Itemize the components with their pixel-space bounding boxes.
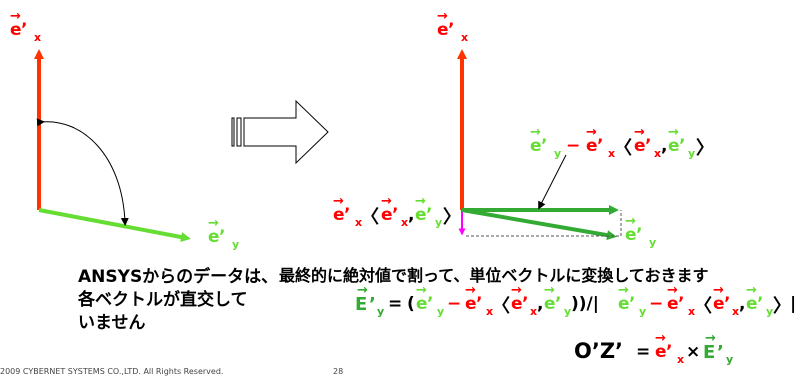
vector-arrow-icon: →: [705, 331, 716, 346]
transform-arrow: [231, 99, 329, 165]
vector-arrow-icon: →: [465, 283, 476, 298]
vector-arrow-icon: →: [668, 125, 679, 140]
vector-arrow-icon: →: [208, 216, 219, 231]
vector-arrow-icon: →: [625, 214, 636, 229]
left-angle-arc: [36, 118, 129, 226]
vector-arrow-icon: →: [618, 283, 629, 298]
left-ey-vector: [38, 208, 191, 242]
page-number: 28: [333, 367, 344, 376]
vector-arrow-icon: →: [357, 283, 368, 298]
vector-arrow-icon: →: [655, 331, 666, 346]
vector-arrow-icon: →: [713, 283, 724, 298]
parallelogram-guide: [466, 210, 622, 237]
vector-arrow-icon: →: [10, 9, 21, 24]
vector-arrow-icon: →: [437, 9, 448, 24]
vector-arrow-icon: →: [544, 283, 555, 298]
right-caption: 最終的に絶対値で割って、単位ベクトルに変換しておきます: [279, 266, 709, 285]
vector-arrow-icon: →: [634, 125, 645, 140]
pointer-line: [538, 154, 567, 210]
left-vector-diagram: [34, 49, 191, 242]
vector-arrow-icon: →: [416, 283, 427, 298]
right-ey-vector: [461, 208, 617, 241]
vector-arrow-icon: →: [511, 283, 522, 298]
copyright-footer: 2009 CYBERNET SYSTEMS CO.,LTD. All Right…: [0, 367, 224, 376]
vector-arrow-icon: →: [381, 194, 392, 209]
vector-arrow-icon: →: [746, 283, 757, 298]
right-vector-diagram: [457, 49, 622, 241]
vector-arrow-icon: →: [333, 194, 344, 209]
vector-arrow-icon: →: [667, 283, 678, 298]
vector-arrow-icon: →: [415, 194, 426, 209]
left-caption-line1: ANSYSからのデータは、: [78, 267, 279, 287]
vector-arrow-icon: →: [530, 125, 541, 140]
left-caption-line3: いません: [78, 313, 146, 333]
vector-arrow-icon: →: [586, 125, 597, 140]
left-caption-line2: 各ベクトルが直交して: [78, 290, 248, 310]
